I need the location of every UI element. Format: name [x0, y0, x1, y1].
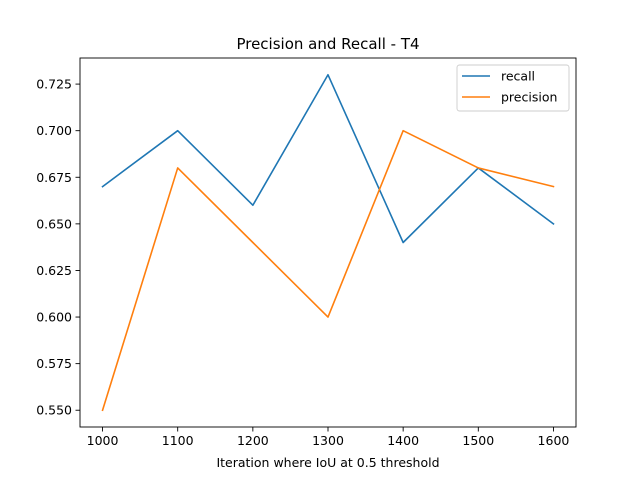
y-tick-label: 0.650 — [36, 216, 72, 231]
legend: recall precision — [456, 64, 570, 112]
chart-title: Precision and Recall - T4 — [236, 35, 419, 53]
series-line-precision — [101, 129, 555, 412]
y-tick-label: 0.700 — [36, 123, 72, 138]
y-tick-label: 0.550 — [36, 403, 72, 418]
legend-label-precision: precision — [501, 90, 557, 105]
x-tick-label: 1100 — [162, 433, 194, 448]
x-axis-title: Iteration where IoU at 0.5 threshold — [216, 455, 439, 470]
x-tick-label: 1600 — [538, 433, 570, 448]
x-tick-label: 1300 — [312, 433, 344, 448]
y-tick-label: 0.625 — [36, 263, 72, 278]
x-tick-label: 1400 — [387, 433, 419, 448]
x-tick-label: 1000 — [87, 433, 119, 448]
y-tick-label: 0.725 — [36, 77, 72, 92]
x-tick-label: 1200 — [237, 433, 269, 448]
x-tick-label: 1500 — [462, 433, 494, 448]
legend-label-recall: recall — [501, 69, 535, 84]
y-tick-label: 0.675 — [36, 170, 72, 185]
y-tick-label: 0.575 — [36, 356, 72, 371]
series-layer — [101, 73, 555, 412]
y-tick-label: 0.600 — [36, 310, 72, 325]
axes-layer: 1000 1100 1200 1300 1400 1500 1600 0.550 0.575 0.… — [36, 57, 577, 448]
